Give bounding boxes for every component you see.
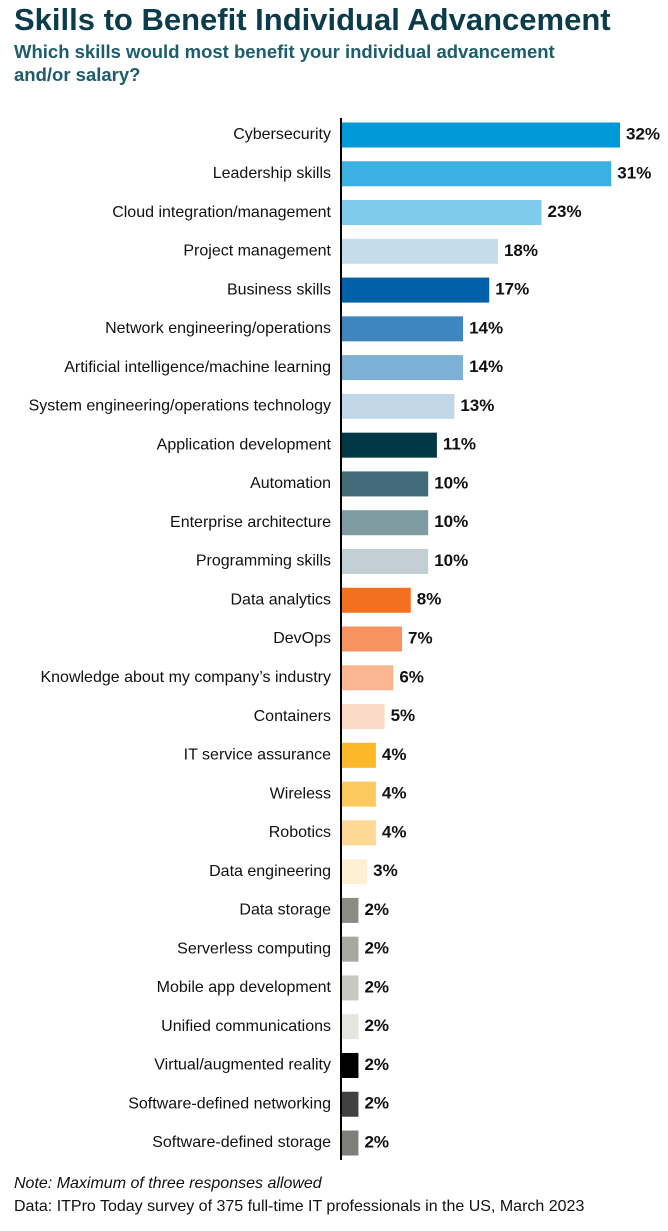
value-label: 32% — [626, 124, 660, 143]
chart: Cybersecurity 32% Leadership skills 31% Clou… — [29, 118, 660, 1161]
y-tick-label: Virtual/augmented reality — [154, 1057, 331, 1074]
value-label: 2% — [364, 939, 389, 958]
bar — [341, 200, 542, 226]
y-tick-label: Automation — [250, 475, 331, 492]
y-tick-label: Enterprise architecture — [170, 514, 331, 531]
bar — [341, 1014, 359, 1040]
value-label: 6% — [399, 667, 424, 686]
bar — [341, 1130, 359, 1156]
bar — [341, 122, 620, 148]
y-tick-label: System engineering/operations technology — [29, 398, 331, 415]
bar — [341, 975, 359, 1001]
bar — [341, 1052, 359, 1078]
y-tick-label: Mobile app development — [157, 979, 332, 996]
y-tick-label: Serverless computing — [177, 940, 331, 957]
bar — [341, 277, 490, 303]
bar — [341, 432, 437, 458]
y-tick-label: Leadership skills — [213, 165, 331, 182]
value-label: 2% — [364, 1055, 389, 1074]
bar — [341, 665, 394, 691]
y-tick-label: Unified communications — [161, 1018, 331, 1035]
y-tick-label: Data analytics — [231, 591, 332, 608]
value-label: 31% — [617, 163, 651, 182]
y-tick-label: Knowledge about my company’s industry — [40, 669, 331, 686]
bar — [341, 393, 455, 419]
value-label: 3% — [373, 861, 398, 880]
y-tick-label: Project management — [183, 243, 331, 260]
y-tick-label: IT service assurance — [184, 747, 331, 764]
y-tick-label: Business skills — [227, 281, 331, 298]
bar — [341, 471, 429, 497]
y-tick-label: Software-defined networking — [128, 1095, 331, 1112]
bar — [341, 742, 376, 768]
value-label: 2% — [364, 1094, 389, 1113]
y-tick-label: Data engineering — [209, 863, 331, 880]
bar — [341, 781, 376, 807]
y-tick-label: Data storage — [239, 902, 331, 919]
value-label: 10% — [434, 473, 468, 492]
bar — [341, 587, 411, 613]
bar — [341, 897, 359, 923]
value-label: 10% — [434, 512, 468, 531]
value-label: 2% — [364, 977, 389, 996]
value-label: 4% — [382, 822, 407, 841]
value-label: 2% — [364, 1133, 389, 1152]
bar — [341, 316, 464, 342]
value-label: 23% — [548, 202, 582, 221]
chart-subtitle: Which skills would most benefit your ind… — [14, 41, 555, 85]
bar — [341, 936, 359, 962]
bar — [341, 626, 403, 652]
bar — [341, 704, 385, 730]
y-tick-label: Robotics — [269, 824, 331, 841]
value-label: 8% — [417, 590, 442, 609]
y-tick-label: Artificial intelligence/machine learning — [64, 359, 331, 376]
bar — [341, 161, 612, 187]
y-tick-label: Containers — [254, 708, 331, 725]
value-label: 11% — [443, 435, 476, 454]
y-tick-label: Software-defined storage — [152, 1134, 331, 1151]
value-label: 5% — [391, 706, 416, 725]
bar — [341, 238, 498, 264]
value-label: 18% — [504, 241, 538, 260]
y-tick-label: Cybersecurity — [233, 126, 331, 143]
value-label: 2% — [364, 1016, 389, 1035]
value-label: 7% — [408, 628, 433, 647]
value-label: 2% — [364, 900, 389, 919]
bar — [341, 510, 429, 536]
chart-title: Skills to Benefit Individual Advancement — [14, 2, 611, 37]
value-label: 14% — [469, 318, 503, 337]
y-tick-label: Wireless — [270, 785, 331, 802]
value-label: 10% — [434, 551, 468, 570]
y-tick-label: DevOps — [273, 630, 331, 647]
source: Data: ITPro Today survey of 375 full-tim… — [14, 1198, 585, 1215]
value-label: 17% — [495, 280, 529, 299]
value-label: 14% — [469, 357, 503, 376]
bar — [341, 1091, 359, 1117]
value-label: 13% — [460, 396, 494, 415]
y-tick-label: Network engineering/operations — [105, 320, 331, 337]
bar — [341, 548, 429, 574]
note: Note: Maximum of three responses allowed — [14, 1175, 322, 1192]
y-tick-label: Programming skills — [196, 553, 331, 570]
bar — [341, 355, 464, 381]
bar — [341, 820, 376, 846]
y-tick-label: Cloud integration/management — [112, 204, 331, 221]
value-label: 4% — [382, 784, 407, 803]
y-tick-label: Application development — [157, 436, 332, 453]
value-label: 4% — [382, 745, 407, 764]
bar — [341, 859, 368, 885]
